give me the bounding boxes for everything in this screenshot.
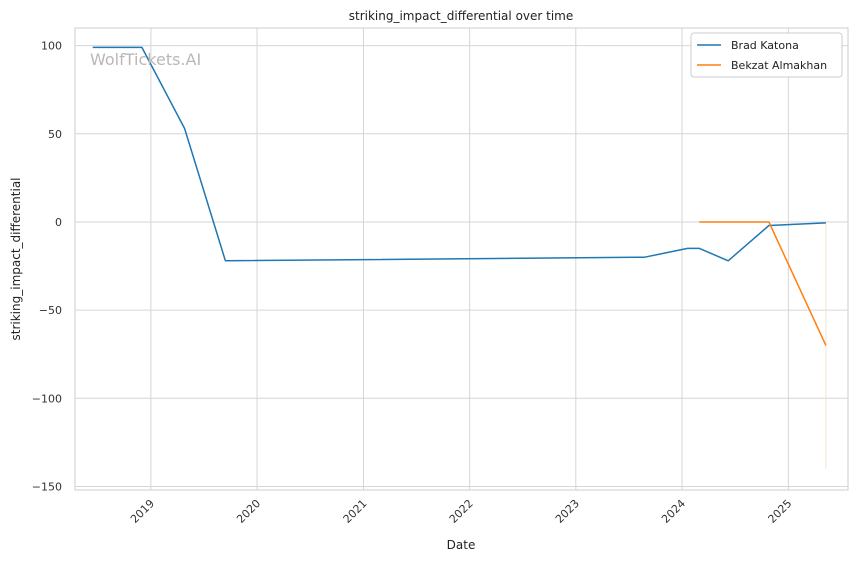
x-tick-label: 2025 [766, 497, 795, 526]
y-tick-label: 100 [41, 40, 62, 53]
y-tick-label: −100 [32, 392, 62, 405]
x-tick-label: 2020 [234, 497, 263, 526]
x-tick-label: 2023 [553, 497, 582, 526]
x-axis-title: Date [447, 538, 476, 552]
y-tick-label: 0 [55, 216, 62, 229]
x-tick-labels: 2019 2020 2021 2022 2023 2024 2025 [128, 497, 794, 526]
y-tick-labels: 100 50 0 −50 −100 −150 [32, 40, 62, 494]
series-line-brad-katona [92, 46, 826, 262]
legend: Brad Katona Bekzat Almakhan [690, 32, 843, 78]
watermark: WolfTickets.AI [90, 50, 201, 69]
series-line-bekzat-almakhan [699, 221, 827, 346]
x-tick-label: 2022 [447, 497, 476, 526]
y-axis-title: striking_impact_differential [9, 177, 23, 340]
x-tick-label: 2019 [128, 497, 157, 526]
legend-label-brad-katona: Brad Katona [731, 39, 799, 52]
legend-label-bekzat-almakhan: Bekzat Almakhan [731, 59, 827, 72]
chart-title: striking_impact_differential over time [349, 9, 574, 23]
y-tick-label: 50 [48, 128, 62, 141]
legend-box [690, 32, 843, 78]
series-layer [92, 46, 827, 346]
y-tick-label: −150 [32, 480, 62, 493]
x-tick-label: 2024 [659, 497, 688, 526]
y-tick-label: −50 [39, 304, 62, 317]
x-tick-label: 2021 [341, 497, 370, 526]
